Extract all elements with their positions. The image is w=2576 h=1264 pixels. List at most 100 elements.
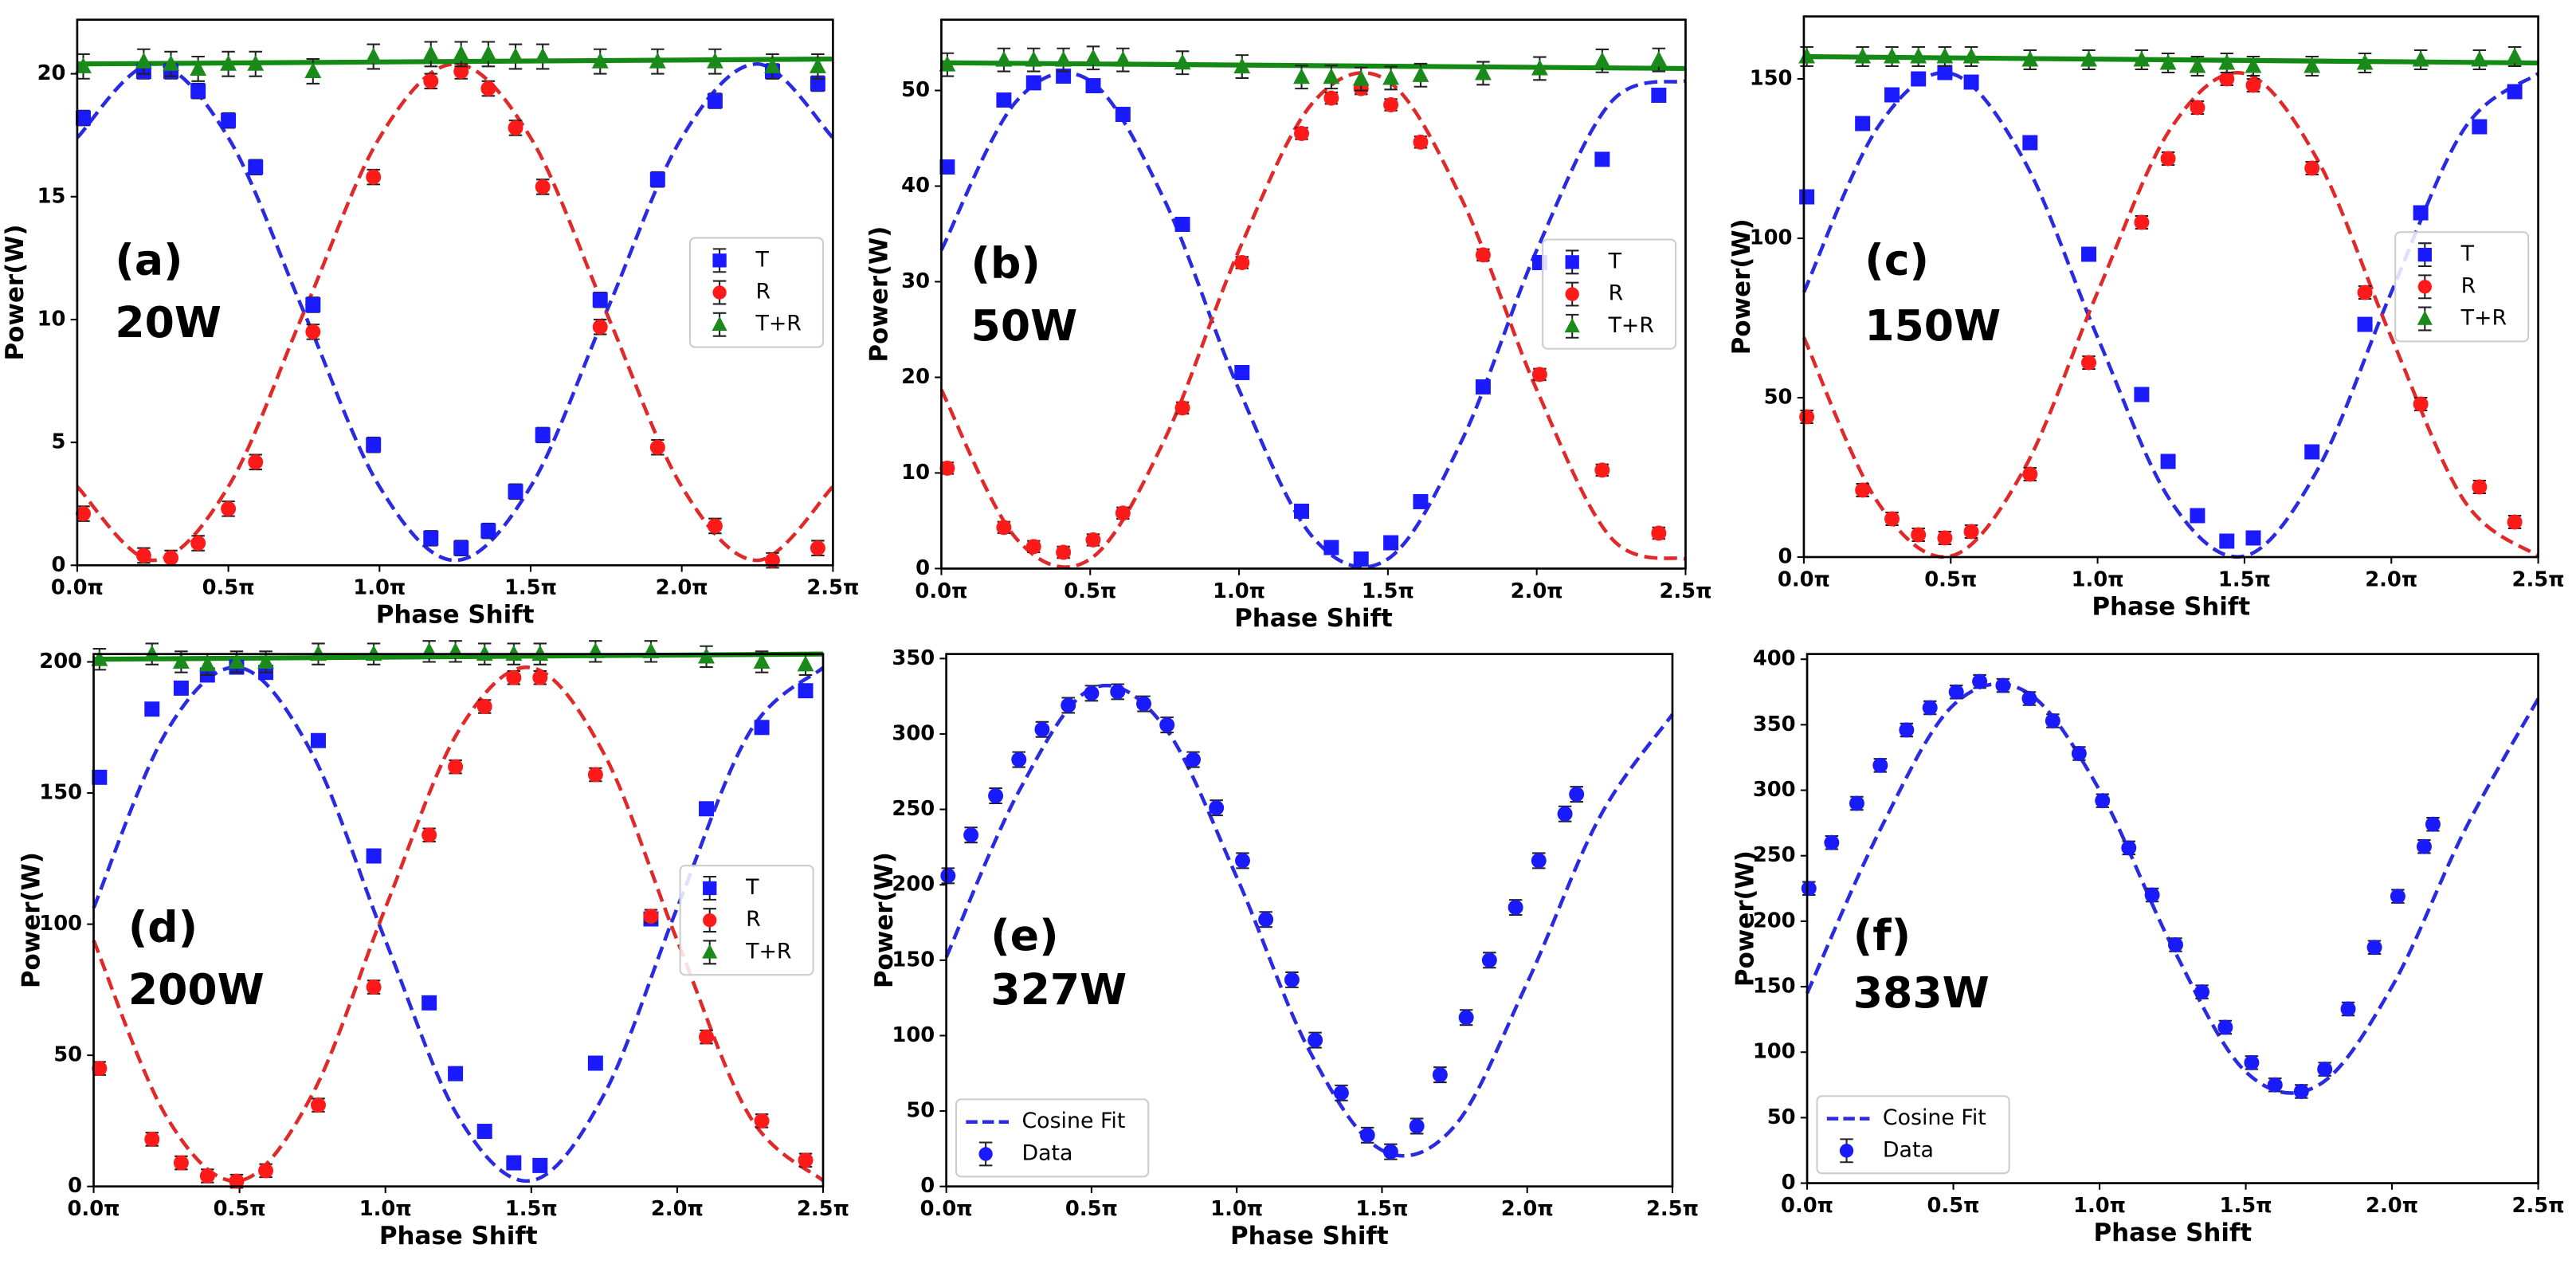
marker-triangle xyxy=(753,653,770,669)
marker-triangle xyxy=(1114,50,1131,67)
legend-label: T xyxy=(1608,249,1622,273)
marker-triangle xyxy=(190,60,207,76)
panel-annotation: 383W xyxy=(1853,968,1990,1018)
marker-circle xyxy=(1972,673,1988,689)
panel-annotation: (b) xyxy=(971,238,1041,289)
marker-triangle xyxy=(1910,47,1927,64)
y-tick-label: 30 xyxy=(901,269,930,293)
marker-square xyxy=(1911,71,1927,87)
x-tick-label: 2.5π xyxy=(806,576,859,600)
panel-annotation: (c) xyxy=(1864,235,1929,285)
panel-annotation: 20W xyxy=(115,297,222,347)
fit-curve xyxy=(76,61,834,563)
marker-circle xyxy=(1359,1127,1375,1143)
marker-circle xyxy=(1922,700,1938,716)
marker-square xyxy=(506,1155,522,1171)
marker-circle xyxy=(535,179,551,194)
fit-curve xyxy=(76,56,833,67)
marker-circle xyxy=(1034,721,1050,737)
marker-circle xyxy=(163,550,179,566)
marker-circle xyxy=(2413,396,2429,412)
y-tick-label: 350 xyxy=(1753,712,1796,736)
marker-triangle xyxy=(247,54,265,71)
marker-circle xyxy=(1159,717,1175,733)
marker-square xyxy=(1651,88,1667,104)
x-tick-label: 0.5π xyxy=(202,576,255,600)
marker-square xyxy=(2160,453,2176,469)
marker-triangle xyxy=(1798,47,1816,64)
marker-square xyxy=(480,523,496,539)
plot-frame xyxy=(1802,15,2539,559)
marker-circle xyxy=(2390,889,2405,905)
marker-square xyxy=(173,680,189,696)
legend-label: T+R xyxy=(2460,306,2507,331)
marker-square xyxy=(1413,493,1429,509)
y-tick-label: 10 xyxy=(37,307,66,331)
y-tick-label: 150 xyxy=(39,781,82,805)
fit-curve xyxy=(92,665,825,1184)
marker-square xyxy=(1799,189,1815,205)
marker-circle xyxy=(996,520,1012,536)
x-tick-label: 1.0π xyxy=(359,1197,412,1221)
y-tick-label: 150 xyxy=(1753,975,1796,999)
marker-circle xyxy=(248,454,264,470)
marker-circle xyxy=(1409,1118,1425,1134)
x-tick-label: 0.5π xyxy=(214,1197,266,1221)
marker-circle xyxy=(1824,834,1840,850)
panel: 0.0π 0.5π 1.0π 1.5π 2.0π 2.5π 0 50 100 150 200 250 3… xyxy=(870,646,1699,1250)
marker-circle xyxy=(1413,134,1429,150)
x-tick-label: 2.5π xyxy=(797,1197,849,1221)
marker-circle xyxy=(1458,1010,1474,1026)
marker-circle xyxy=(1174,400,1190,416)
legend-label: T+R xyxy=(755,312,801,336)
plot-frame xyxy=(945,653,1674,1188)
marker-circle xyxy=(2416,838,2432,854)
marker-square xyxy=(1884,87,1900,103)
marker-circle xyxy=(707,518,723,534)
marker-triangle xyxy=(228,653,245,669)
marker-circle xyxy=(988,788,1004,804)
fit-curve xyxy=(92,665,825,1184)
x-tick-label: 2.5π xyxy=(1646,1197,1699,1221)
marker-square xyxy=(2219,533,2235,549)
legend-label: T xyxy=(2460,241,2475,266)
fit-curve xyxy=(944,683,1674,1158)
marker-triangle xyxy=(1474,64,1492,80)
marker-square xyxy=(996,92,1012,108)
marker-square xyxy=(2417,247,2432,262)
plot-frame xyxy=(940,18,1687,570)
x-tick-label: 2.5π xyxy=(2512,567,2565,591)
marker-triangle xyxy=(365,645,382,661)
x-tick-label: 0.0π xyxy=(68,1197,120,1221)
marker-triangle xyxy=(1564,317,1580,333)
marker-circle xyxy=(92,1061,108,1077)
y-tick-label: 100 xyxy=(892,1023,935,1047)
x-tick-label: 1.0π xyxy=(353,576,406,600)
fit-curve xyxy=(1802,71,2539,559)
marker-square xyxy=(144,701,160,717)
marker-triangle xyxy=(2080,50,2097,67)
marker-circle xyxy=(423,73,439,89)
marker-square xyxy=(2190,508,2205,524)
x-tick-label: 0.5π xyxy=(1924,567,1977,591)
legend: TR T+R xyxy=(2394,231,2530,343)
legend-label: T+R xyxy=(1608,313,1654,338)
marker-circle xyxy=(1383,97,1399,113)
marker-circle xyxy=(229,1173,245,1189)
y-tick-label: 50 xyxy=(901,78,930,102)
legend-label: Cosine Fit xyxy=(1883,1105,1986,1130)
marker-square xyxy=(221,112,237,128)
panel: 0.0π 0.5π 1.0π 1.5π 2.0π 2.5π 0 5 10 15 20 Phase Sh… xyxy=(1,18,859,630)
marker-square xyxy=(703,881,717,896)
x-tick-label: 2.5π xyxy=(2512,1194,2565,1218)
x-tick-label: 1.5π xyxy=(505,1197,558,1221)
marker-circle xyxy=(2219,71,2235,87)
marker-triangle xyxy=(1854,47,1872,64)
legend-label: Data xyxy=(1883,1137,1934,1162)
marker-circle xyxy=(448,759,464,775)
marker-triangle xyxy=(257,653,275,669)
x-tick-label: 0.0π xyxy=(920,1197,973,1221)
marker-triangle xyxy=(310,645,327,661)
marker-circle xyxy=(1209,800,1225,816)
